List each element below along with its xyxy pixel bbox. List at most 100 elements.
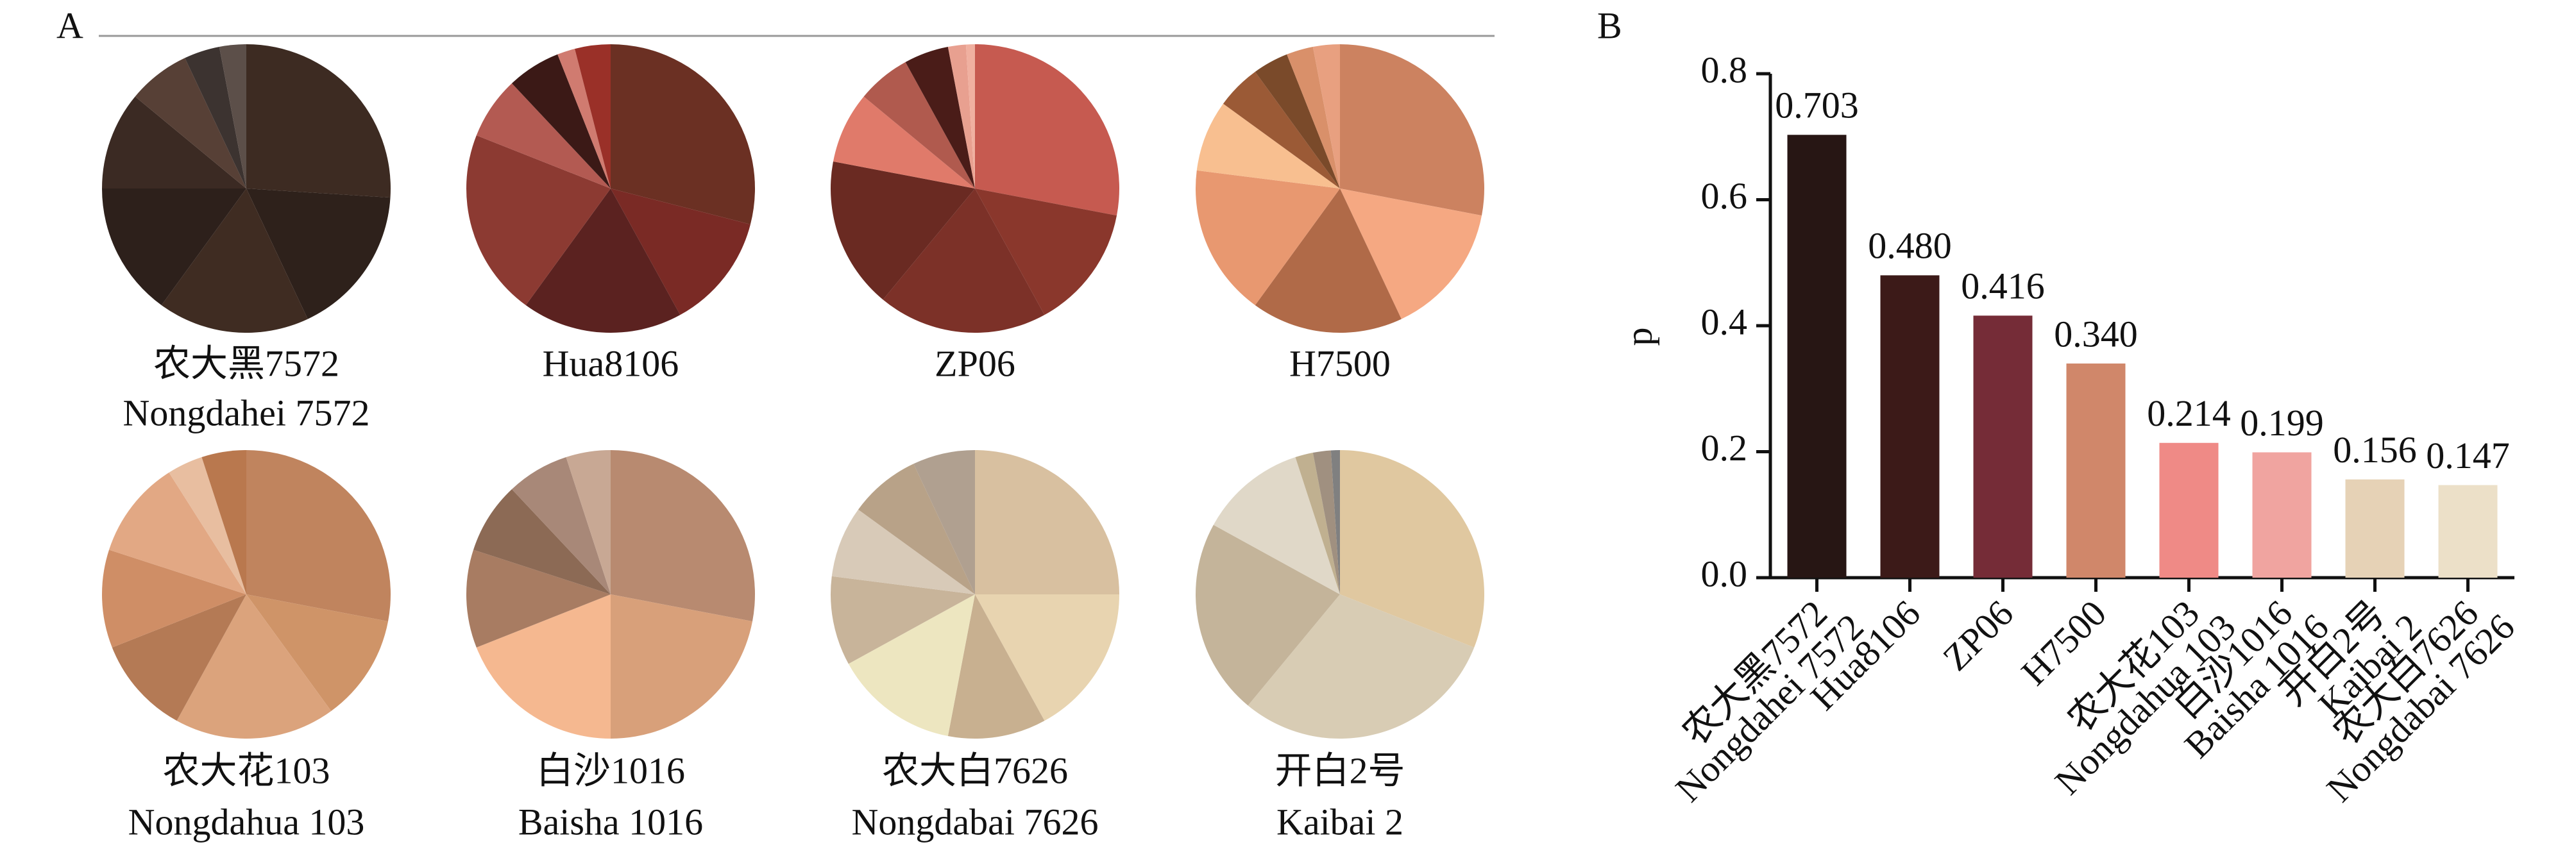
pie-slice bbox=[466, 549, 611, 648]
pie-slice bbox=[476, 83, 611, 189]
pie-slice bbox=[109, 473, 246, 594]
pie-slice bbox=[947, 44, 975, 189]
pie-slice bbox=[112, 594, 246, 721]
bar bbox=[2066, 363, 2126, 578]
pie-slice bbox=[848, 594, 975, 737]
pie-slice bbox=[833, 96, 975, 189]
bar bbox=[1880, 275, 1940, 578]
pie-slice bbox=[476, 594, 611, 739]
pie-title: 农大黑7572 bbox=[153, 342, 339, 384]
pie-slice bbox=[905, 46, 975, 189]
value-label: 0.156 bbox=[2333, 429, 2417, 471]
pie-title: ZP06 bbox=[935, 342, 1015, 384]
pie-slice bbox=[102, 96, 246, 189]
pie-slice bbox=[1287, 46, 1340, 189]
pie-slice bbox=[219, 44, 246, 189]
pie-slice bbox=[466, 135, 611, 306]
pie-slice bbox=[135, 58, 246, 189]
value-label: 0.199 bbox=[2240, 402, 2324, 444]
value-label: 0.340 bbox=[2054, 313, 2138, 355]
pie-slice bbox=[863, 62, 975, 189]
x-tick-label: ZP06 bbox=[1935, 592, 2021, 679]
pie-slice bbox=[1340, 450, 1484, 648]
pie-slice bbox=[947, 594, 1045, 739]
y-tick-label: 0.0 bbox=[1701, 553, 1748, 594]
pie-slice bbox=[913, 450, 975, 594]
pie-slice bbox=[1295, 452, 1340, 594]
pie-slice bbox=[102, 549, 246, 648]
y-tick-label: 0.4 bbox=[1701, 301, 1748, 342]
pie-slice bbox=[1223, 71, 1340, 189]
pie-slice bbox=[975, 44, 1119, 216]
pie-subtitle: Nongdahua 103 bbox=[128, 801, 365, 842]
pie-slice bbox=[1340, 189, 1482, 319]
pie-slice bbox=[1196, 103, 1340, 189]
pie-slice bbox=[1312, 44, 1340, 189]
pie-slice bbox=[830, 161, 975, 300]
value-label: 0.480 bbox=[1868, 225, 1952, 267]
pie-slice bbox=[965, 44, 975, 189]
pie-slice bbox=[161, 189, 308, 333]
pie-title: 农大花103 bbox=[162, 750, 330, 791]
y-tick-label: 0.8 bbox=[1701, 49, 1748, 90]
panel-label: B bbox=[1597, 4, 1622, 46]
pie-slice bbox=[1248, 594, 1475, 739]
pie-slice bbox=[566, 450, 611, 594]
y-tick-label: 0.2 bbox=[1701, 427, 1748, 469]
pie-slice bbox=[883, 189, 1045, 333]
pie-slice bbox=[1255, 189, 1402, 333]
pie-slice bbox=[611, 44, 755, 224]
pie-slice bbox=[246, 189, 391, 319]
pie-title: 白沙1016 bbox=[536, 750, 685, 791]
pie-slice bbox=[246, 44, 391, 198]
pie-slice bbox=[611, 594, 753, 739]
bar bbox=[2252, 452, 2312, 578]
bar bbox=[1973, 315, 2033, 578]
pie-slice bbox=[185, 46, 246, 189]
pie-title: Hua8106 bbox=[543, 342, 679, 384]
pie-title: H7500 bbox=[1289, 342, 1391, 384]
value-label: 0.416 bbox=[1961, 265, 2045, 307]
pie-slice bbox=[1330, 450, 1340, 594]
pie-subtitle: Baisha 1016 bbox=[518, 801, 703, 842]
pie-slice bbox=[611, 189, 750, 315]
pie-subtitle: Kaibai 2 bbox=[1276, 801, 1403, 842]
pie-slice bbox=[473, 489, 611, 594]
pie-slice bbox=[511, 457, 611, 594]
pie-slice bbox=[169, 457, 246, 594]
pie-title: 开白2号 bbox=[1275, 750, 1405, 791]
pie-subtitle: Nongdabai 7626 bbox=[852, 801, 1099, 842]
value-label: 0.147 bbox=[2426, 435, 2510, 476]
bar bbox=[2345, 479, 2405, 578]
pie-slice bbox=[511, 54, 611, 189]
value-label: 0.214 bbox=[2147, 392, 2231, 434]
pie-slice bbox=[557, 49, 611, 189]
pie-slice bbox=[1196, 524, 1340, 706]
pie-slice bbox=[575, 44, 611, 189]
bar bbox=[2159, 442, 2219, 578]
bar bbox=[2438, 485, 2498, 578]
pie-slice bbox=[975, 189, 1117, 315]
pie-slice bbox=[975, 594, 1119, 721]
pie-slice bbox=[525, 189, 681, 333]
pie-slice bbox=[611, 450, 755, 622]
pie-slice bbox=[176, 594, 332, 739]
pie-slice bbox=[975, 450, 1119, 594]
pie-slice bbox=[1255, 54, 1340, 189]
pie-slice bbox=[831, 509, 975, 594]
pie-slice bbox=[102, 189, 246, 306]
pie-slice bbox=[246, 450, 391, 622]
pie-slice bbox=[831, 576, 975, 664]
pie-slice bbox=[201, 450, 246, 594]
pie-slice bbox=[858, 464, 975, 594]
panel-label: A bbox=[56, 4, 83, 46]
pie-slice bbox=[246, 594, 389, 712]
pie-slice bbox=[1340, 44, 1485, 216]
pie-title: 农大白7626 bbox=[882, 750, 1068, 791]
pie-slice bbox=[1213, 457, 1340, 594]
bar bbox=[1787, 135, 1847, 578]
value-label: 0.703 bbox=[1775, 85, 1859, 126]
y-tick-label: 0.6 bbox=[1701, 175, 1748, 217]
pie-slice bbox=[1196, 170, 1340, 306]
